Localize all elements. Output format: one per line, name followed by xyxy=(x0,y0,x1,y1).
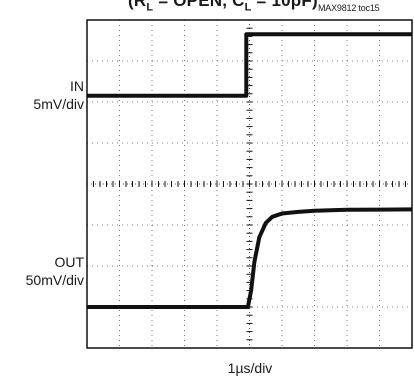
figure-code: MAX9812 toc15 xyxy=(318,3,380,13)
in-channel-scale: 5mV/div xyxy=(33,96,84,112)
scope-traces xyxy=(87,32,413,309)
in-channel-label: IN 5mV/div xyxy=(33,77,84,113)
trace-in xyxy=(87,32,412,98)
trace-out xyxy=(87,207,413,309)
scope-frame xyxy=(86,19,413,349)
chart-title: (RL = OPEN, CL = 10pF) xyxy=(128,0,318,14)
out-channel-scale: 50mV/div xyxy=(25,272,84,288)
x-axis-label: 1µs/div xyxy=(227,360,273,376)
out-channel-label: OUT 50mV/div xyxy=(26,253,84,289)
out-channel-name: OUT xyxy=(54,254,84,270)
in-channel-name: IN xyxy=(70,78,84,94)
